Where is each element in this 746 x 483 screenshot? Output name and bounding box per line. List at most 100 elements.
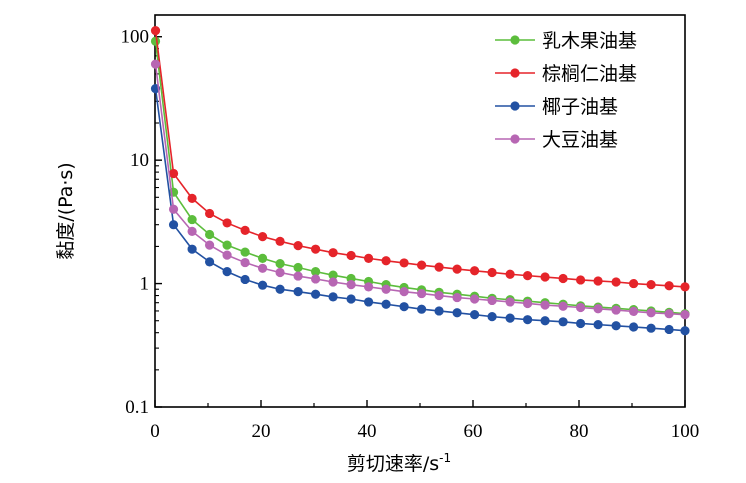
legend-label: 椰子油基	[542, 96, 618, 118]
data-point	[575, 275, 586, 285]
x-tick-label: 20	[252, 421, 271, 442]
data-point	[611, 277, 621, 287]
data-point	[363, 297, 374, 307]
axis-ticks: 0 20 40 60 80 100 0.1 1 10 100	[121, 27, 700, 442]
y-axis-title: 黏度/(Pa·s)	[55, 162, 77, 259]
data-point	[310, 274, 321, 284]
data-point	[257, 232, 268, 242]
data-point	[434, 290, 444, 301]
data-point	[381, 284, 391, 294]
data-point	[646, 323, 656, 333]
data-point	[222, 240, 232, 250]
data-point	[487, 295, 497, 306]
data-point	[275, 267, 285, 278]
legend-marker	[510, 35, 520, 45]
data-point	[575, 302, 586, 313]
data-point	[452, 264, 462, 274]
legend-marker	[510, 134, 520, 144]
data-point	[240, 257, 250, 268]
data-point	[680, 310, 690, 320]
series-layer	[150, 26, 690, 336]
data-point	[381, 299, 391, 309]
data-point	[204, 229, 215, 240]
data-point	[204, 257, 215, 267]
series-2	[150, 26, 690, 292]
data-point	[664, 324, 674, 335]
data-point	[416, 304, 427, 314]
x-axis-title-text: 剪切速率/s	[347, 453, 439, 475]
data-point	[469, 266, 480, 276]
data-point	[346, 250, 356, 261]
data-point	[505, 269, 515, 279]
x-tick-label: 80	[570, 421, 589, 442]
legend-item: 椰子油基	[495, 96, 618, 118]
data-point	[593, 276, 603, 286]
x-tick-label: 40	[358, 421, 377, 442]
data-point	[434, 306, 444, 316]
data-point	[416, 260, 427, 270]
data-point	[575, 318, 586, 329]
legend-marker	[510, 68, 520, 78]
data-point	[522, 298, 533, 309]
data-point	[487, 312, 497, 322]
data-point	[257, 263, 268, 273]
data-point	[399, 287, 409, 297]
data-point	[416, 288, 427, 299]
data-point	[363, 282, 374, 292]
data-point	[593, 320, 603, 330]
data-point	[310, 244, 321, 254]
data-point	[275, 284, 285, 294]
data-point	[328, 277, 338, 287]
data-point	[187, 193, 197, 203]
data-point	[310, 289, 321, 299]
data-point	[328, 270, 338, 280]
x-tick-label: 60	[464, 421, 483, 442]
legend-label: 棕榈仁油基	[542, 63, 637, 85]
data-point	[646, 308, 656, 318]
data-point	[240, 225, 250, 235]
data-point	[611, 321, 621, 331]
data-point	[257, 280, 268, 290]
data-point	[187, 226, 197, 236]
data-point	[168, 168, 179, 179]
data-point	[452, 292, 462, 303]
data-point	[646, 280, 656, 290]
x-tick-label: 100	[671, 421, 700, 442]
x-axis-title: 剪切速率/s-1	[347, 451, 451, 475]
data-point	[593, 304, 603, 314]
data-point	[222, 250, 232, 260]
data-point	[540, 316, 550, 326]
data-point	[664, 309, 674, 319]
data-point	[293, 287, 303, 297]
data-point	[487, 267, 497, 278]
legend-label: 大豆油基	[542, 129, 618, 151]
data-point	[240, 247, 250, 257]
legend-label: 乳木果油基	[542, 30, 637, 52]
x-tick-label: 0	[150, 421, 160, 442]
data-point	[363, 253, 374, 263]
data-point	[540, 300, 550, 310]
data-point	[293, 271, 303, 281]
legend-item: 乳木果油基	[495, 30, 637, 52]
y-tick-label: 10	[130, 150, 149, 171]
data-point	[310, 267, 321, 277]
data-point	[168, 204, 179, 214]
y-tick-label: 100	[121, 27, 150, 48]
data-point	[293, 262, 303, 273]
data-point	[168, 220, 179, 230]
data-point	[452, 308, 462, 318]
data-point	[275, 259, 285, 269]
data-point	[240, 274, 250, 285]
data-point	[540, 272, 550, 282]
data-point	[469, 294, 480, 304]
data-point	[558, 301, 568, 311]
data-point	[187, 244, 197, 254]
data-point	[628, 322, 639, 332]
data-point	[680, 282, 690, 292]
data-point	[558, 273, 568, 284]
legend-item: 大豆油基	[495, 129, 618, 151]
y-tick-label: 1	[140, 274, 150, 295]
data-point	[275, 236, 285, 246]
